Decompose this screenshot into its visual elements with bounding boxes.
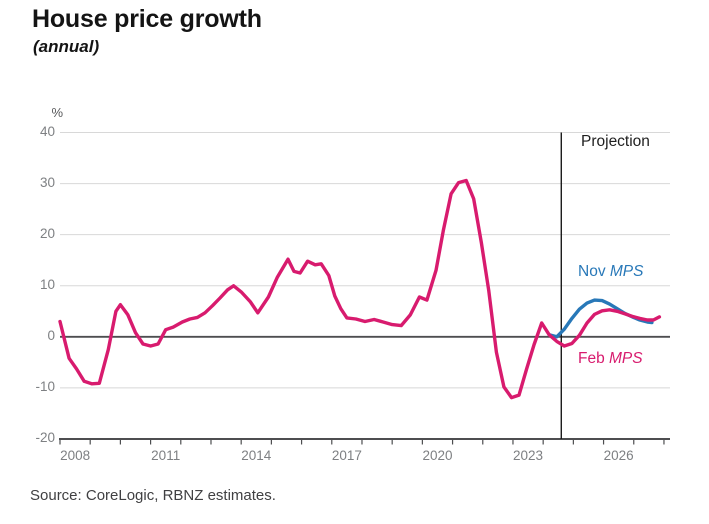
y-axis-tick-label: -10 (35, 378, 55, 394)
x-axis-tick-label: 2011 (151, 448, 181, 463)
series-label-nov-mps: Nov MPS (578, 263, 643, 281)
x-axis-tick-label: 2017 (331, 448, 362, 463)
series-label-nov-prefix: Nov (578, 263, 610, 280)
y-axis-tick-label: 40 (39, 123, 55, 139)
series-label-feb-prefix: Feb (578, 350, 610, 367)
series-label-feb-italic: MPS (609, 350, 643, 367)
y-axis-tick-label: 20 (39, 225, 55, 241)
x-axis-tick-label: 2014 (241, 448, 272, 463)
series-label-nov-italic: MPS (609, 263, 644, 280)
y-axis-tick-label: 30 (39, 174, 55, 190)
y-axis-unit-label: % (51, 105, 63, 120)
series-label-feb-mps: Feb MPS (578, 350, 643, 368)
series-line-feb_mps (58, 178, 662, 400)
x-axis-tick-label: 2026 (603, 448, 634, 463)
source-note: Source: CoreLogic, RBNZ estimates. (30, 487, 276, 504)
x-axis-tick-label: 2020 (422, 448, 453, 463)
y-axis-tick-label: 0 (47, 327, 55, 343)
projection-label: Projection (581, 133, 650, 150)
y-axis-tick-label: -20 (35, 430, 55, 445)
page-subtitle: (annual) (33, 37, 100, 56)
x-axis-tick-label: 2023 (513, 448, 544, 463)
x-axis-tick-label: 2008 (60, 448, 91, 463)
page-title: House price growth (32, 5, 262, 33)
y-axis-tick-label: 10 (39, 276, 55, 292)
